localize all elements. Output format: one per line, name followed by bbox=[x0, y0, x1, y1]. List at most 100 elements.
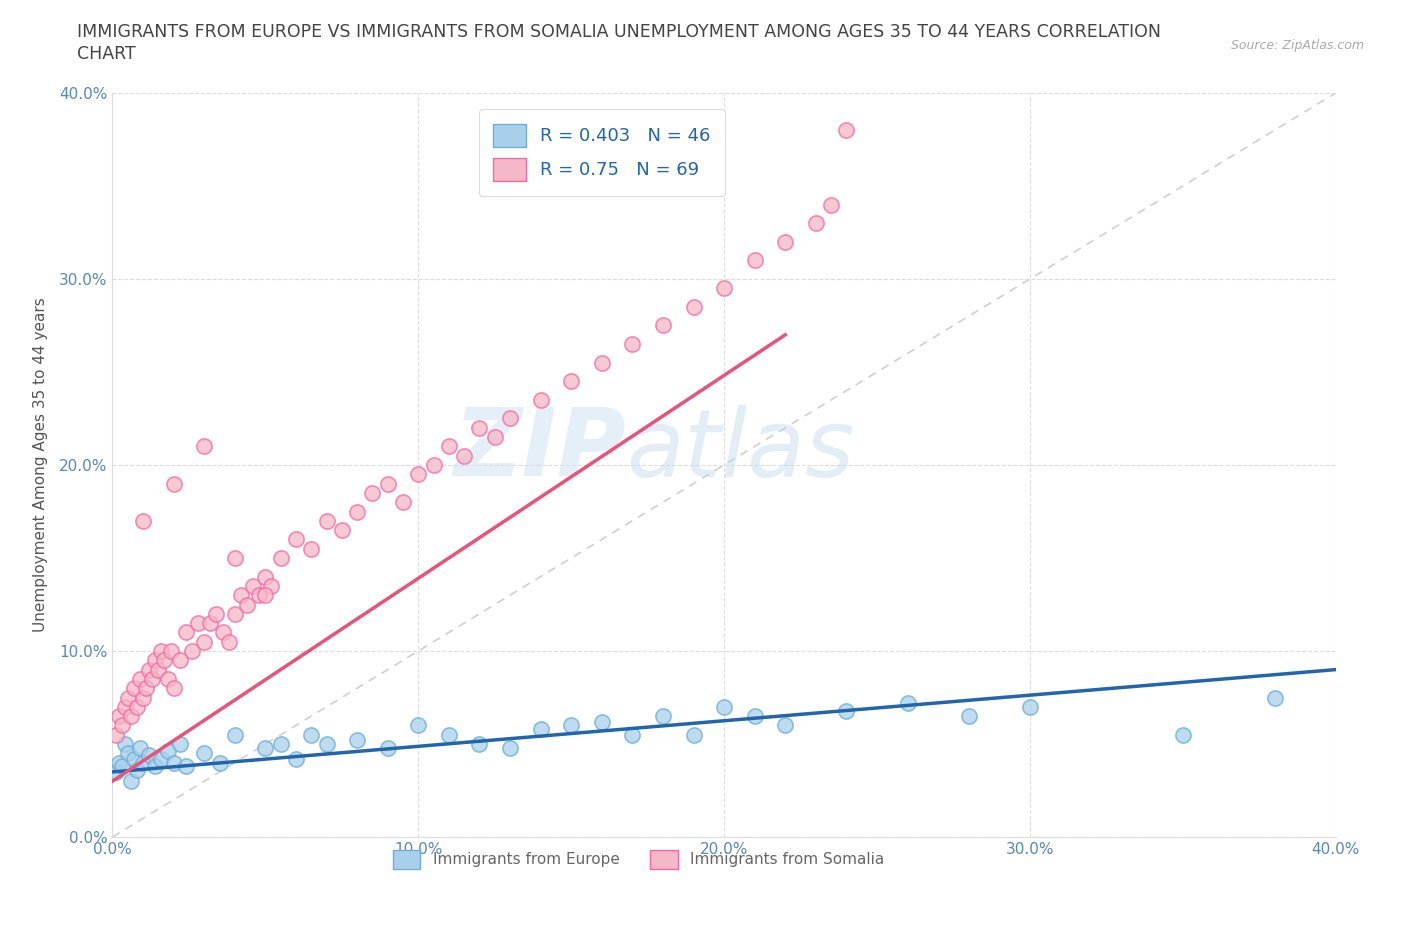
Point bbox=[120, 774, 142, 789]
Point bbox=[148, 662, 170, 677]
Point bbox=[835, 703, 858, 718]
Point bbox=[143, 653, 166, 668]
Point bbox=[224, 727, 246, 742]
Point bbox=[377, 740, 399, 755]
Point bbox=[621, 337, 644, 352]
Point bbox=[163, 681, 186, 696]
Point bbox=[129, 740, 152, 755]
Point bbox=[804, 216, 827, 231]
Text: Source: ZipAtlas.com: Source: ZipAtlas.com bbox=[1230, 39, 1364, 52]
Point bbox=[138, 748, 160, 763]
Point bbox=[122, 751, 145, 766]
Point bbox=[229, 588, 252, 603]
Point bbox=[270, 551, 292, 565]
Point bbox=[1264, 690, 1286, 705]
Point bbox=[652, 318, 675, 333]
Point bbox=[120, 709, 142, 724]
Point bbox=[468, 737, 491, 751]
Point bbox=[174, 759, 197, 774]
Point bbox=[254, 569, 277, 584]
Point bbox=[150, 644, 173, 658]
Point bbox=[117, 690, 139, 705]
Point bbox=[499, 740, 522, 755]
Point bbox=[156, 671, 179, 686]
Point bbox=[132, 690, 155, 705]
Point bbox=[408, 718, 430, 733]
Point bbox=[1018, 699, 1040, 714]
Point bbox=[1171, 727, 1194, 742]
Point bbox=[205, 606, 228, 621]
Point bbox=[200, 616, 222, 631]
Point bbox=[499, 411, 522, 426]
Point bbox=[361, 485, 384, 500]
Point bbox=[211, 625, 233, 640]
Point bbox=[193, 634, 215, 649]
Point bbox=[408, 467, 430, 482]
Point bbox=[174, 625, 197, 640]
Point bbox=[132, 513, 155, 528]
Point bbox=[744, 709, 766, 724]
Point bbox=[117, 746, 139, 761]
Point bbox=[957, 709, 980, 724]
Point bbox=[591, 714, 613, 729]
Point bbox=[682, 299, 704, 314]
Point bbox=[897, 696, 920, 711]
Point bbox=[224, 551, 246, 565]
Point bbox=[156, 744, 179, 759]
Point bbox=[560, 374, 582, 389]
Point bbox=[247, 588, 270, 603]
Point bbox=[775, 234, 797, 249]
Point bbox=[299, 541, 322, 556]
Point bbox=[820, 197, 842, 212]
Point bbox=[135, 681, 157, 696]
Point bbox=[224, 606, 246, 621]
Point bbox=[315, 737, 337, 751]
Point bbox=[193, 439, 215, 454]
Text: ZIP: ZIP bbox=[453, 405, 626, 496]
Text: atlas: atlas bbox=[626, 405, 855, 496]
Point bbox=[713, 699, 735, 714]
Point bbox=[453, 448, 475, 463]
Point bbox=[125, 699, 148, 714]
Point bbox=[346, 733, 368, 748]
Point bbox=[114, 737, 136, 751]
Point bbox=[530, 722, 553, 737]
Point bbox=[530, 392, 553, 407]
Point bbox=[107, 709, 129, 724]
Point bbox=[111, 759, 134, 774]
Point bbox=[129, 671, 152, 686]
Point bbox=[208, 755, 231, 770]
Point bbox=[254, 588, 277, 603]
Point bbox=[560, 718, 582, 733]
Point bbox=[138, 662, 160, 677]
Point bbox=[299, 727, 322, 742]
Legend: Immigrants from Europe, Immigrants from Somalia: Immigrants from Europe, Immigrants from … bbox=[381, 837, 896, 882]
Point bbox=[153, 653, 176, 668]
Point bbox=[330, 523, 353, 538]
Point bbox=[682, 727, 704, 742]
Y-axis label: Unemployment Among Ages 35 to 44 years: Unemployment Among Ages 35 to 44 years bbox=[32, 298, 48, 632]
Point bbox=[591, 355, 613, 370]
Point bbox=[260, 578, 283, 593]
Point bbox=[835, 123, 858, 138]
Point bbox=[218, 634, 240, 649]
Point bbox=[422, 458, 444, 472]
Point bbox=[132, 755, 155, 770]
Point bbox=[141, 671, 163, 686]
Text: CHART: CHART bbox=[77, 45, 136, 62]
Point bbox=[652, 709, 675, 724]
Point bbox=[150, 751, 173, 766]
Point bbox=[242, 578, 264, 593]
Point bbox=[104, 727, 127, 742]
Point bbox=[107, 755, 129, 770]
Point bbox=[193, 746, 215, 761]
Point bbox=[143, 759, 166, 774]
Point bbox=[159, 644, 181, 658]
Point bbox=[484, 430, 506, 445]
Text: IMMIGRANTS FROM EUROPE VS IMMIGRANTS FROM SOMALIA UNEMPLOYMENT AMONG AGES 35 TO : IMMIGRANTS FROM EUROPE VS IMMIGRANTS FRO… bbox=[77, 23, 1161, 41]
Point bbox=[621, 727, 644, 742]
Point bbox=[284, 751, 308, 766]
Point bbox=[181, 644, 204, 658]
Point bbox=[468, 420, 491, 435]
Point bbox=[104, 764, 127, 779]
